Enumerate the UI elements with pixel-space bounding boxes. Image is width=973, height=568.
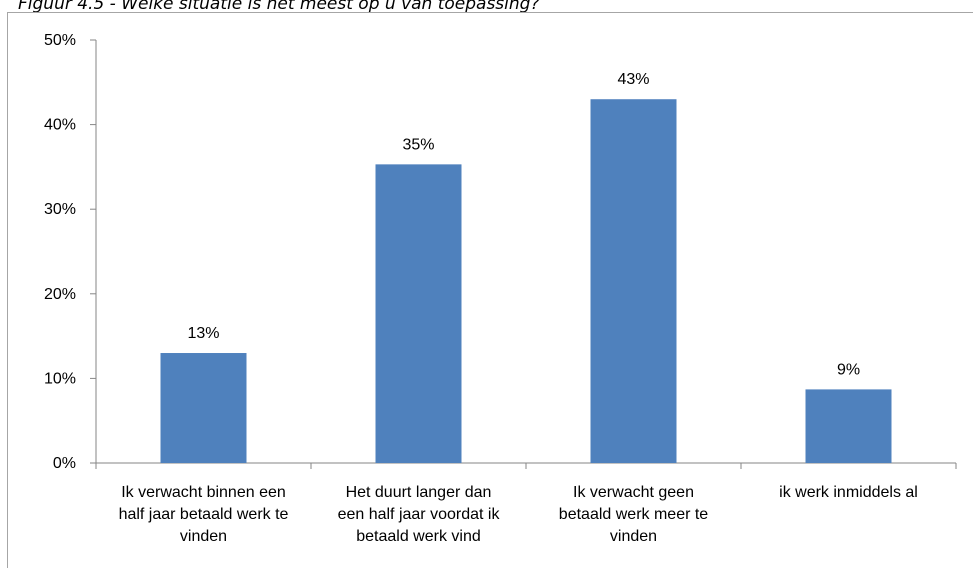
chart-frame [7,12,973,568]
y-tick-label: 30% [44,201,76,218]
category-label-line: betaald werk vind [356,528,481,545]
category-label-line: Ik verwacht geen [573,484,694,501]
category-label-line: betaald werk meer te [559,506,709,523]
category-label-line: Ik verwacht binnen een [121,484,286,501]
category-label-line: ik werk inmiddels al [779,484,918,501]
bar [590,99,677,463]
category-label-line: een half jaar voordat ik [338,506,501,523]
data-label: 13% [187,325,219,342]
y-tick-label: 50% [44,32,76,49]
y-tick-label: 40% [44,117,76,134]
bar [375,164,462,463]
figure-caption: Figuur 4.5 - Welke situatie is het meest… [18,0,540,14]
bar [805,389,892,463]
chart-labels: 13% Ik verwacht binnen een half jaar betaa… [119,71,918,545]
category-label-line: vinden [610,528,657,545]
data-label: 43% [617,71,649,88]
category-label-line: Het duurt langer dan [346,484,492,501]
category-label-line: vinden [180,528,227,545]
y-tick-label: 0% [53,455,76,472]
chart-bars [160,99,892,463]
y-tick-label: 20% [44,286,76,303]
category-label: Het duurt langer dan een half jaar voorda… [338,484,501,545]
category-label: Ik verwacht geen betaald werk meer te vind… [559,484,709,545]
category-label-line: half jaar betaald werk te [119,506,289,523]
y-tick-label: 10% [44,370,76,387]
data-label: 35% [402,136,434,153]
category-label: Ik verwacht binnen een half jaar betaald … [119,484,289,545]
category-label: ik werk inmiddels al [779,484,918,501]
data-label: 9% [837,361,860,378]
bar [160,353,247,463]
